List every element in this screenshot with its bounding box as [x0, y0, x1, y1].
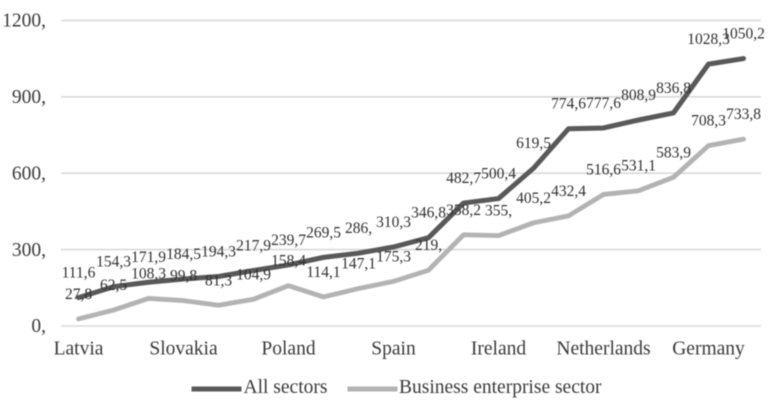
svg-text:111,6: 111,6 — [62, 265, 96, 282]
svg-text:184,5: 184,5 — [166, 246, 201, 263]
svg-text:219,: 219, — [415, 237, 442, 254]
svg-text:900,: 900, — [12, 87, 46, 108]
svg-text:836,8: 836,8 — [656, 80, 691, 97]
svg-text:500,4: 500,4 — [481, 166, 516, 183]
svg-text:346,8: 346,8 — [411, 205, 446, 222]
svg-text:Slovakia: Slovakia — [149, 339, 218, 360]
svg-text:1028,3: 1028,3 — [687, 31, 730, 48]
svg-text:62,5: 62,5 — [100, 277, 127, 294]
svg-text:158,4: 158,4 — [271, 253, 306, 270]
svg-text:733,8: 733,8 — [726, 106, 761, 123]
svg-text:583,9: 583,9 — [656, 144, 691, 161]
svg-text:1050,2: 1050,2 — [722, 26, 765, 43]
svg-text:154,3: 154,3 — [96, 254, 131, 271]
svg-text:600,: 600, — [12, 163, 46, 184]
svg-text:1200,: 1200, — [2, 11, 46, 32]
svg-text:All sectors: All sectors — [244, 377, 328, 398]
svg-text:194,3: 194,3 — [201, 244, 236, 261]
svg-text:114,1: 114,1 — [306, 264, 340, 281]
svg-text:619,5: 619,5 — [516, 135, 551, 152]
svg-text:310,3: 310,3 — [376, 214, 411, 231]
svg-text:432,4: 432,4 — [551, 183, 586, 200]
svg-text:358,2: 358,2 — [446, 202, 481, 219]
svg-text:516,6: 516,6 — [586, 161, 621, 178]
svg-text:355,: 355, — [485, 203, 512, 220]
svg-text:777,6: 777,6 — [586, 95, 621, 112]
svg-text:171,9: 171,9 — [131, 249, 166, 266]
svg-text:708,3: 708,3 — [691, 113, 726, 130]
svg-text:0,: 0, — [31, 316, 46, 337]
svg-text:175,3: 175,3 — [376, 248, 411, 265]
svg-text:217,9: 217,9 — [236, 238, 271, 255]
svg-text:405,2: 405,2 — [516, 190, 551, 207]
svg-text:808,9: 808,9 — [621, 87, 656, 104]
svg-text:27,8: 27,8 — [65, 286, 92, 303]
svg-text:531,1: 531,1 — [621, 158, 656, 175]
svg-text:Ireland: Ireland — [471, 339, 526, 360]
svg-text:Business enterprise sector: Business enterprise sector — [399, 377, 602, 398]
svg-text:Spain: Spain — [371, 339, 416, 360]
svg-text:286,: 286, — [345, 220, 372, 237]
svg-text:239,7: 239,7 — [271, 232, 306, 249]
svg-text:300,: 300, — [12, 240, 46, 261]
svg-text:Latvia: Latvia — [54, 339, 104, 360]
svg-text:81,3: 81,3 — [205, 272, 232, 289]
svg-text:104,9: 104,9 — [236, 266, 271, 283]
svg-text:Germany: Germany — [672, 339, 745, 360]
svg-text:269,5: 269,5 — [306, 224, 341, 241]
svg-text:99,8: 99,8 — [170, 268, 197, 285]
svg-text:Poland: Poland — [261, 339, 315, 360]
svg-text:774,6: 774,6 — [551, 96, 586, 113]
svg-text:Netherlands: Netherlands — [556, 339, 650, 360]
svg-text:482,7: 482,7 — [446, 170, 481, 187]
svg-text:147,1: 147,1 — [341, 256, 376, 273]
svg-text:108,3: 108,3 — [131, 265, 166, 282]
